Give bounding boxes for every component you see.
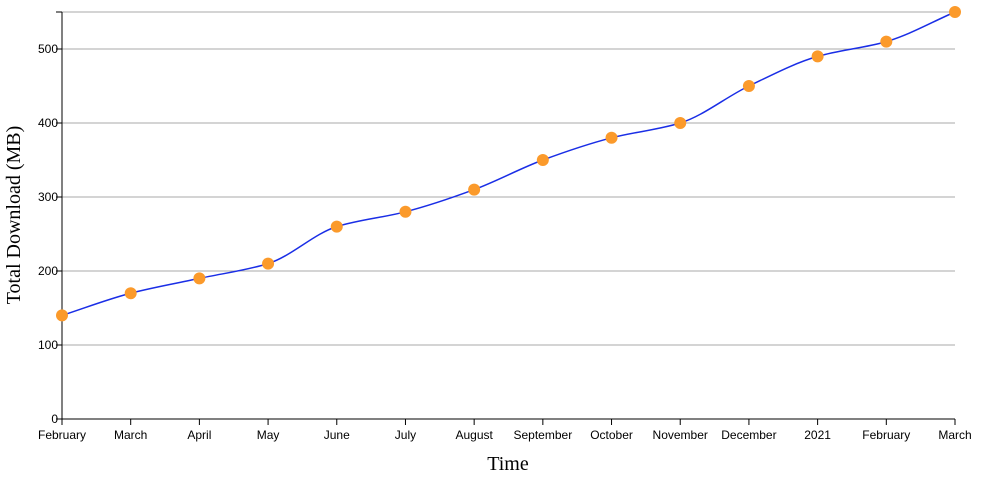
data-point [811,50,824,63]
x-tick-label: March [114,428,147,442]
data-point [330,220,343,233]
data-point [124,287,137,300]
x-tick-label: October [590,428,633,442]
x-tick-label: February [38,428,86,442]
series-line [61,11,956,317]
data-point [536,154,549,166]
y-axis: 0 100 200 300 400 500 [38,11,63,426]
y-tick-label: 200 [38,264,58,278]
y-tick-label: 100 [38,338,58,352]
y-axis-title: Total Download (MB) [3,126,25,305]
x-tick-label: February [862,428,910,442]
data-point [56,309,68,322]
x-tick-label: August [455,428,493,442]
x-tick-label: May [257,428,280,442]
x-tick-label: April [187,428,211,442]
data-point [262,257,275,270]
x-axis-title: Time [487,453,529,475]
data-point [674,117,687,129]
data-point [468,183,481,196]
grid-lines [62,11,955,346]
data-point [399,205,412,218]
data-points [56,6,961,322]
data-point [949,6,961,18]
data-point [880,35,893,48]
x-tick-label: November [653,428,708,442]
y-tick-label: 400 [38,116,58,130]
x-tick-label: 2021 [804,428,831,442]
data-point [193,272,206,285]
data-point [742,80,755,92]
y-tick-label: 500 [38,42,58,56]
x-tick-label: June [324,428,350,442]
x-tick-label: March [938,428,971,442]
x-tick-label: July [395,428,416,442]
x-tick-label: September [513,428,572,442]
x-tick-label: December [721,428,776,442]
y-tick-label: 0 [51,412,58,426]
y-tick-label: 300 [38,190,58,204]
data-point [605,131,618,144]
x-axis: February March April May June July August Septe… [38,418,972,442]
